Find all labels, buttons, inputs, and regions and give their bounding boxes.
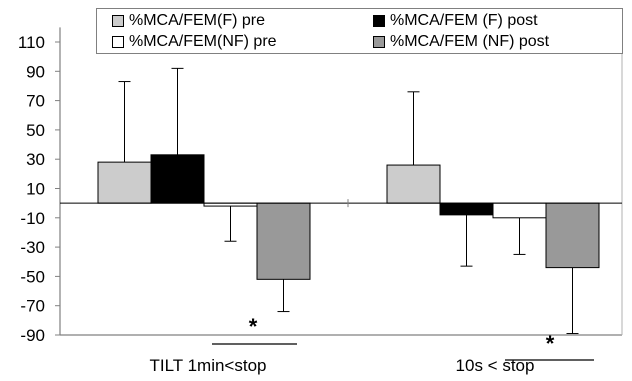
legend-item: %MCA/FEM (F) post — [373, 11, 538, 31]
bar-0-0 — [97, 161, 152, 204]
legend-item: %MCA/FEM(F) pre — [112, 11, 265, 31]
bar-3-0 — [256, 202, 311, 280]
legend-item: %MCA/FEM (NF) post — [373, 32, 549, 52]
y-tick-label: 90 — [26, 62, 45, 81]
y-tick-label: 10 — [26, 180, 45, 199]
legend-swatch — [373, 36, 385, 48]
legend-label: %MCA/FEM(NF) pre — [129, 33, 277, 50]
legend-item: %MCA/FEM(NF) pre — [112, 32, 277, 52]
y-tick-label: -50 — [20, 267, 45, 286]
annotations: ** — [212, 314, 594, 361]
legend-swatch — [112, 36, 124, 48]
bar-2-1 — [492, 202, 547, 219]
bar-0-1 — [386, 164, 441, 204]
significance-asterisk: * — [546, 331, 555, 356]
legend-label: %MCA/FEM(F) pre — [129, 12, 265, 29]
bar-1-0 — [150, 154, 205, 204]
axes — [59, 27, 623, 336]
y-tick-label: -70 — [20, 297, 45, 316]
bar-1-1 — [439, 202, 494, 216]
y-axis-ticks: 110 90 70 50 30 10 -10 -30 -50 -70 -90 — [18, 33, 60, 345]
legend-swatch — [373, 15, 385, 27]
y-tick-label: -90 — [20, 326, 45, 345]
significance-asterisk: * — [249, 314, 258, 339]
y-tick-label: 70 — [26, 92, 45, 111]
legend-label: %MCA/FEM (F) post — [390, 12, 538, 29]
legend: %MCA/FEM(F) pre %MCA/FEM (F) post %MCA/FEM… — [96, 8, 623, 54]
bar-3-1 — [545, 202, 600, 269]
y-tick-label: -10 — [20, 209, 45, 228]
y-tick-label: 110 — [18, 33, 45, 52]
x-tick-label: TILT 1min<stop — [149, 356, 266, 375]
x-axis-labels: TILT 1min<stop 10s < stop — [149, 356, 534, 375]
error-bars — [118, 67, 579, 335]
legend-swatch — [112, 15, 124, 27]
y-tick-label: 30 — [26, 150, 45, 169]
y-tick-label: -30 — [20, 238, 45, 257]
x-tick-label: 10s < stop — [456, 356, 535, 375]
bars — [97, 154, 600, 280]
y-tick-label: 50 — [26, 121, 45, 140]
legend-label: %MCA/FEM (NF) post — [390, 33, 550, 50]
